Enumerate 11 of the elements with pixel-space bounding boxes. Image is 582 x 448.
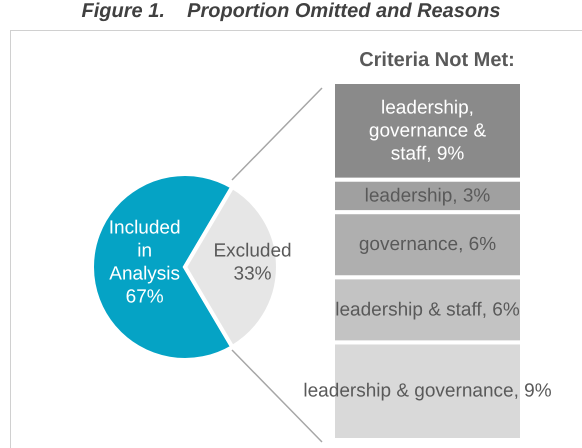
data-label: governance, 6% [358,234,496,256]
data-label: leadership & governance, 9% [303,380,552,402]
slice-label: Included in Analysis [108,217,181,284]
chart-title: Criteria Not Met: [358,48,516,73]
data-label: 33% [234,263,272,284]
slice-label: Excluded [213,240,292,261]
data-label: leadership, governance & staff, 9% [368,97,486,164]
data-label: 67% [126,286,164,307]
data-label: leadership, 3% [364,185,490,206]
data-label: leadership & staff, 6% [335,299,520,320]
chart-title: Figure 1. Proportion Omitted and Reasons [80,0,502,23]
